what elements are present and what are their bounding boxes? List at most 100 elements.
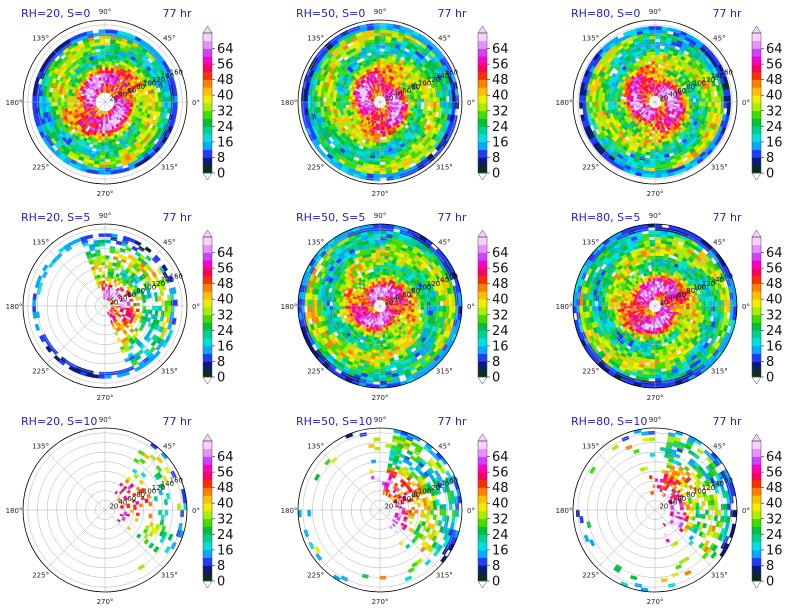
field-cell [654,155,661,160]
field-cell [341,98,346,103]
field-cell [374,161,381,166]
field-cell [379,38,386,43]
field-cell [654,73,658,78]
angle-tick-label: 225° [32,163,49,171]
field-cell [100,148,106,153]
field-cell [316,101,321,108]
field-cell [38,95,43,103]
field-cell [698,101,703,107]
field-cell [101,133,106,137]
panel-time: 77 hr [438,7,467,20]
field-cell [104,76,108,81]
field-cell [705,101,709,107]
field-cell [650,148,656,153]
field-cell [63,98,68,103]
field-cell [379,60,384,65]
field-cell [326,97,330,103]
field-cell [104,57,110,62]
field-cell [332,101,337,107]
field-cell [649,155,656,160]
field-cell [70,98,74,103]
field-cell [701,101,706,107]
field-cell [423,101,428,107]
field-cell [105,290,108,294]
field-cell [649,44,656,49]
field-cell [145,97,150,103]
colorbar-tick-label: 48 [217,73,234,88]
colorbar-segment [478,95,487,104]
field-cell [379,145,385,150]
field-cell [379,158,386,163]
field-cell [610,101,615,107]
field-cell [613,101,618,106]
field-cell [654,76,658,81]
field-cell [579,88,584,96]
colorbar-segment [478,165,487,174]
field-cell [651,139,656,144]
field-cell [375,152,381,156]
field-cell [597,101,602,108]
field-cell [173,101,178,109]
field-cell [44,101,49,108]
colorbar-segment [478,149,487,158]
colorbar-segment [478,87,487,96]
colorbar-segment [752,64,761,73]
polar-panel: 20 40 60 801001201401600°45°90°135°180°225°… [6,211,234,402]
field-cell [379,29,387,34]
colorbar-segment [203,56,212,65]
field-cell [679,101,684,105]
field-cell [417,98,422,103]
field-cell [345,101,349,106]
field-cell [44,96,49,103]
angle-tick-label: 315° [161,163,178,171]
field-cell [379,76,383,81]
angle-tick-label: 270° [647,190,664,198]
angle-tick-label: 225° [582,163,599,171]
field-cell [102,123,106,128]
field-cell [695,97,700,103]
field-cell [167,95,172,103]
radial-tick-label: 160 [445,68,458,76]
field-cell [654,139,659,144]
field-cell [32,95,37,103]
angle-tick-label: 180° [556,99,573,107]
field-cell [104,35,112,40]
field-cell [426,101,431,107]
colorbar-segment [752,33,761,42]
colorbar-segment [203,33,212,42]
angle-tick-label: 45° [438,35,450,43]
field-cell [652,123,656,128]
field-cell [436,96,441,103]
field-cell [379,67,384,71]
field-cell [420,97,425,103]
field-cell [651,136,656,141]
angle-tick-label: 90° [99,8,111,16]
field-cell [375,57,381,62]
colorbar-segment [203,40,212,49]
field-cell [711,101,716,108]
angle-tick-label: 315° [711,163,728,171]
field-cell [313,101,318,109]
field-cell [701,97,706,103]
angle-tick-label: 0° [192,99,200,107]
field-cell [104,41,111,46]
field-cell [448,95,453,103]
field-cell [654,161,661,166]
colorbar-segment [203,149,212,158]
field-cell [430,101,434,107]
field-cell [591,96,596,103]
field-cell [376,139,381,144]
field-cell [60,97,65,103]
field-cell [54,97,59,103]
field-cell [104,145,110,150]
field-cell [99,155,106,160]
field-cell [151,101,156,107]
colorbar-tick-label: 0 [492,167,500,182]
field-cell [654,29,662,34]
field-cell [100,145,106,150]
field-cell [650,57,656,62]
colorbar-segment [752,110,761,119]
field-cell [373,29,381,34]
colorbar-segment [478,64,487,73]
